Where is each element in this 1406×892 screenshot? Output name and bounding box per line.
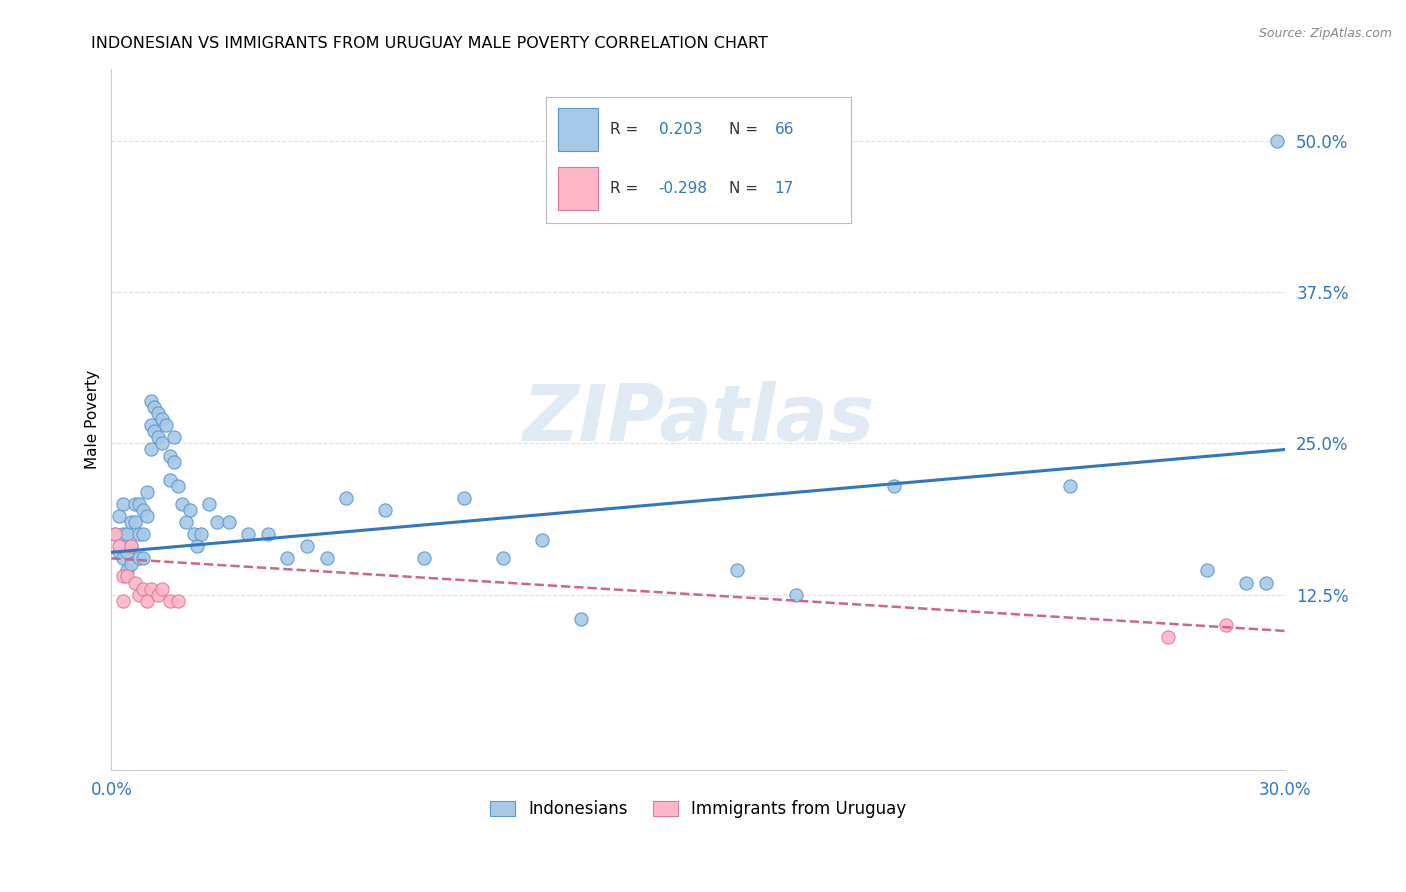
Point bbox=[883, 479, 905, 493]
Point bbox=[569, 612, 592, 626]
Point bbox=[276, 551, 298, 566]
Text: INDONESIAN VS IMMIGRANTS FROM URUGUAY MALE POVERTY CORRELATION CHART: INDONESIAN VS IMMIGRANTS FROM URUGUAY MA… bbox=[91, 36, 768, 51]
Point bbox=[190, 527, 212, 541]
Point bbox=[115, 545, 138, 559]
Point bbox=[218, 515, 240, 529]
Point bbox=[725, 564, 748, 578]
Point bbox=[124, 575, 146, 590]
Point bbox=[179, 503, 201, 517]
Point bbox=[1234, 575, 1257, 590]
Point bbox=[108, 545, 131, 559]
Point bbox=[148, 406, 170, 420]
Point bbox=[139, 418, 162, 433]
Text: Source: ZipAtlas.com: Source: ZipAtlas.com bbox=[1258, 27, 1392, 40]
Point bbox=[150, 582, 173, 596]
Point bbox=[150, 412, 173, 426]
Point bbox=[335, 491, 357, 505]
Point bbox=[170, 497, 193, 511]
Point bbox=[132, 503, 155, 517]
Point bbox=[183, 527, 205, 541]
Point bbox=[257, 527, 280, 541]
Point bbox=[112, 497, 135, 511]
Point bbox=[413, 551, 436, 566]
Legend: Indonesians, Immigrants from Uruguay: Indonesians, Immigrants from Uruguay bbox=[484, 794, 912, 825]
Point bbox=[128, 497, 150, 511]
Point bbox=[159, 593, 181, 607]
Point bbox=[1265, 134, 1288, 148]
Point bbox=[148, 588, 170, 602]
Point bbox=[159, 449, 181, 463]
Point bbox=[104, 527, 127, 541]
Point bbox=[139, 582, 162, 596]
Point bbox=[132, 582, 155, 596]
Point bbox=[104, 527, 127, 541]
Point bbox=[132, 527, 155, 541]
Point bbox=[115, 564, 138, 578]
Point bbox=[124, 497, 146, 511]
Point bbox=[163, 430, 186, 444]
Text: ZIPatlas: ZIPatlas bbox=[522, 381, 875, 458]
Point bbox=[120, 558, 142, 572]
Point bbox=[112, 593, 135, 607]
Point bbox=[167, 479, 190, 493]
Point bbox=[1254, 575, 1277, 590]
Point bbox=[120, 539, 142, 553]
Point bbox=[163, 454, 186, 468]
Point bbox=[186, 539, 208, 553]
Point bbox=[124, 515, 146, 529]
Point bbox=[148, 430, 170, 444]
Point bbox=[491, 551, 513, 566]
Point bbox=[128, 527, 150, 541]
Point bbox=[112, 527, 135, 541]
Point bbox=[198, 497, 221, 511]
Point bbox=[453, 491, 475, 505]
Point bbox=[174, 515, 197, 529]
Point bbox=[139, 394, 162, 409]
Point bbox=[120, 515, 142, 529]
Point bbox=[1157, 630, 1180, 644]
Point bbox=[132, 551, 155, 566]
Point bbox=[315, 551, 337, 566]
Point bbox=[108, 539, 131, 553]
Point bbox=[128, 588, 150, 602]
Point bbox=[295, 539, 318, 553]
Point bbox=[143, 400, 166, 414]
Point bbox=[155, 418, 177, 433]
Point bbox=[205, 515, 228, 529]
Point bbox=[120, 539, 142, 553]
Point bbox=[115, 569, 138, 583]
Point bbox=[128, 551, 150, 566]
Point bbox=[374, 503, 396, 517]
Point bbox=[150, 436, 173, 450]
Point bbox=[1059, 479, 1081, 493]
Point bbox=[112, 551, 135, 566]
Point bbox=[108, 508, 131, 523]
Point bbox=[115, 527, 138, 541]
Y-axis label: Male Poverty: Male Poverty bbox=[86, 369, 100, 469]
Point bbox=[238, 527, 260, 541]
Point bbox=[1215, 618, 1237, 632]
Point bbox=[135, 593, 157, 607]
Point bbox=[135, 484, 157, 499]
Point bbox=[167, 593, 190, 607]
Point bbox=[112, 569, 135, 583]
Point bbox=[530, 533, 553, 548]
Point bbox=[785, 588, 807, 602]
Point bbox=[135, 508, 157, 523]
Point bbox=[143, 425, 166, 439]
Point bbox=[159, 473, 181, 487]
Point bbox=[139, 442, 162, 457]
Point bbox=[1195, 564, 1218, 578]
